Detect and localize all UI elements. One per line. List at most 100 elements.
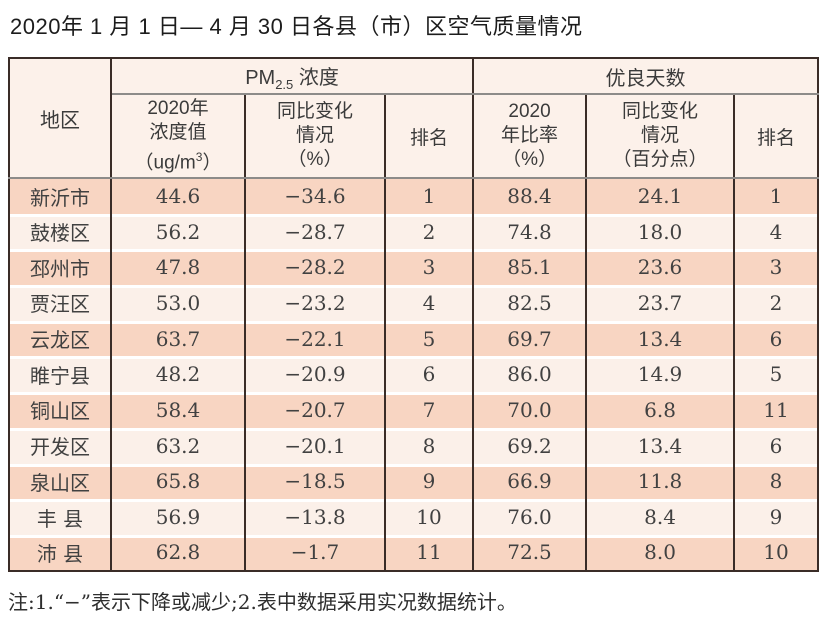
region-cell: 泉山区 (8, 463, 112, 500)
table-row: 开发区 63.2 −20.1 8 69.2 13.4 6 (8, 427, 820, 464)
table-group-header-row: 地区 PM2.5 浓度 优良天数 (8, 58, 820, 179)
pm-subscript: 2.5 (275, 76, 294, 92)
rate-change-cell: 8.0 (585, 534, 736, 571)
pm-label: PM (245, 66, 276, 89)
pm-rank-cell: 8 (383, 427, 475, 464)
page-title: 2020年 1 月 1 日— 4 月 30 日各县（市）区空气质量情况 (10, 14, 583, 39)
pm-change-cell: −20.1 (244, 427, 386, 464)
table-row: 新沂市 44.6 −34.6 1 88.4 24.1 1 (8, 178, 820, 214)
table-row: 鼓楼区 56.2 −28.7 2 74.8 18.0 4 (8, 213, 820, 250)
header-line: 2020 (508, 101, 551, 122)
pm-value-cell: 63.2 (110, 427, 246, 464)
rate-rank-cell: 8 (733, 463, 820, 500)
table-row: 睢宁县 48.2 −20.9 6 86.0 14.9 5 (8, 356, 820, 393)
rate-rank-cell: 4 (733, 213, 820, 250)
pm-value-cell: 58.4 (110, 392, 246, 428)
pm-rank-cell: 10 (383, 499, 475, 535)
rate-rank-cell: 1 (733, 178, 820, 214)
column-header-pm-rank: 排名 (383, 94, 475, 179)
column-header-region: 地区 (8, 58, 112, 179)
column-group-good-days: 优良天数 (472, 58, 820, 95)
rate-cell: 69.7 (472, 320, 588, 357)
column-header-rate: 2020 年比率 （%） (472, 94, 588, 179)
pm-rank-cell: 5 (383, 320, 475, 357)
table-row: 邳州市 47.8 −28.2 3 85.1 23.6 3 (8, 249, 820, 286)
region-cell: 邳州市 (8, 249, 112, 286)
pm-rank-cell: 11 (383, 534, 475, 571)
pm-rank-cell: 3 (383, 249, 475, 286)
rate-rank-cell: 6 (733, 320, 820, 357)
region-cell: 沛 县 (8, 534, 112, 571)
pm-change-cell: −18.5 (244, 463, 386, 500)
rate-cell: 86.0 (472, 356, 588, 393)
pm-rank-cell: 1 (383, 178, 475, 214)
rate-rank-cell: 2 (733, 285, 820, 321)
rate-change-cell: 11.8 (585, 463, 736, 500)
header-line: （%） (287, 149, 343, 170)
air-quality-table: 地区 PM2.5 浓度 优良天数 2020年 浓度值 （ug/m3） 同比变化 … (8, 57, 820, 572)
rate-rank-cell: 11 (733, 392, 820, 428)
rate-cell: 85.1 (472, 249, 588, 286)
pm-rank-cell: 9 (383, 463, 475, 500)
region-cell: 新沂市 (8, 178, 112, 214)
pm-change-cell: −20.9 (244, 356, 386, 393)
pm-rank-cell: 2 (383, 213, 475, 250)
rate-rank-cell: 9 (733, 499, 820, 535)
rate-cell: 74.8 (472, 213, 588, 250)
pm-value-cell: 48.2 (110, 356, 246, 393)
table-row: 泉山区 65.8 −18.5 9 66.9 11.8 8 (8, 463, 820, 500)
pm-change-cell: −28.7 (244, 213, 386, 250)
region-cell: 睢宁县 (8, 356, 112, 393)
table-row: 丰 县 56.9 −13.8 10 76.0 8.4 9 (8, 499, 820, 535)
rate-cell: 88.4 (472, 178, 588, 214)
pm-change-cell: −13.8 (244, 499, 386, 535)
rate-cell: 72.5 (472, 534, 588, 571)
rate-change-cell: 24.1 (585, 178, 736, 214)
pm-label-suffix: 浓度 (293, 66, 339, 89)
header-line: （%） (502, 149, 557, 170)
region-cell: 丰 县 (8, 499, 112, 535)
header-line: 年比率 (501, 125, 559, 146)
pm-change-cell: −22.1 (244, 320, 386, 357)
rate-rank-cell: 10 (733, 534, 820, 571)
pm-change-cell: −20.7 (244, 392, 386, 428)
rate-change-cell: 18.0 (585, 213, 736, 250)
pm-rank-cell: 6 (383, 356, 475, 393)
pm-change-cell: −28.2 (244, 249, 386, 286)
pm-value-cell: 63.7 (110, 320, 246, 357)
pm-value-cell: 44.6 (110, 178, 246, 214)
column-group-pm25: PM2.5 浓度 (109, 58, 475, 95)
rate-cell: 69.2 (472, 427, 588, 464)
pm-change-cell: −34.6 (244, 178, 386, 214)
header-line: 情况 (641, 125, 680, 146)
pm-change-cell: −23.2 (244, 285, 386, 321)
column-header-rate-rank: 排名 (733, 94, 820, 179)
pm-change-cell: −1.7 (244, 534, 386, 571)
pm-value-cell: 62.8 (110, 534, 246, 571)
table-row: 沛 县 62.8 −1.7 11 72.5 8.0 10 (8, 534, 820, 571)
rate-rank-cell: 5 (733, 356, 820, 393)
column-header-pm-change: 同比变化 情况 （%） (244, 94, 386, 179)
region-cell: 铜山区 (8, 392, 112, 428)
region-cell: 开发区 (8, 427, 112, 464)
pm-value-cell: 56.9 (110, 499, 246, 535)
pm-value-cell: 56.2 (110, 213, 246, 250)
pm-rank-cell: 4 (383, 285, 475, 321)
pm-rank-cell: 7 (383, 392, 475, 428)
rate-rank-cell: 6 (733, 427, 820, 464)
rate-change-cell: 23.6 (585, 249, 736, 286)
region-cell: 贾汪区 (8, 285, 112, 321)
rate-cell: 76.0 (472, 499, 588, 535)
pm-value-cell: 53.0 (110, 285, 246, 321)
table-subheader-row: 2020年 浓度值 （ug/m3） 同比变化 情况 （%） 排名 2020 年比… (9, 94, 820, 179)
rate-change-cell: 13.4 (585, 427, 736, 464)
rate-cell: 82.5 (472, 285, 588, 321)
superscript-3: 3 (195, 149, 203, 164)
pm-value-cell: 65.8 (110, 463, 246, 500)
rate-rank-cell: 3 (733, 249, 820, 286)
rate-cell: 66.9 (472, 463, 588, 500)
rate-change-cell: 23.7 (585, 285, 736, 321)
rate-change-cell: 14.9 (585, 356, 736, 393)
column-header-pm-value: 2020年 浓度值 （ug/m3） (110, 94, 246, 179)
header-line: 同比变化 (276, 101, 353, 122)
